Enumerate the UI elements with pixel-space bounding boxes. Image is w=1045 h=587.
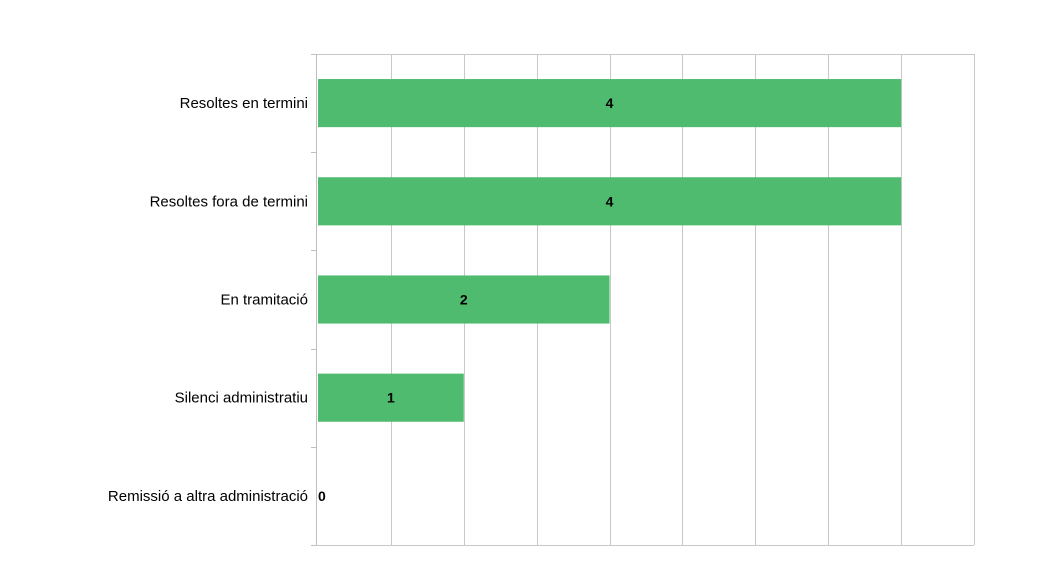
bar-0 — [318, 79, 902, 128]
data-label-4: 0 — [318, 488, 326, 504]
category-label-1: Resoltes fora de termini — [150, 193, 308, 210]
bar-2 — [318, 275, 610, 324]
bar-layer — [318, 79, 902, 422]
data-label-2: 2 — [460, 292, 468, 308]
bar-3 — [318, 373, 464, 422]
data-label-3: 1 — [387, 390, 395, 406]
category-label-4: Remissió a altra administració — [108, 488, 308, 505]
data-label-1: 4 — [606, 193, 614, 209]
label-layer: 4 Resoltes en termini 4 Resoltes fora de te… — [108, 95, 614, 505]
bar-1 — [318, 177, 902, 226]
category-label-3: Silenci administratiu — [175, 390, 308, 407]
category-label-2: En tramitació — [220, 292, 308, 309]
category-label-0: Resoltes en termini — [180, 95, 308, 112]
data-label-0: 4 — [606, 95, 614, 111]
grid-layer — [311, 54, 975, 546]
